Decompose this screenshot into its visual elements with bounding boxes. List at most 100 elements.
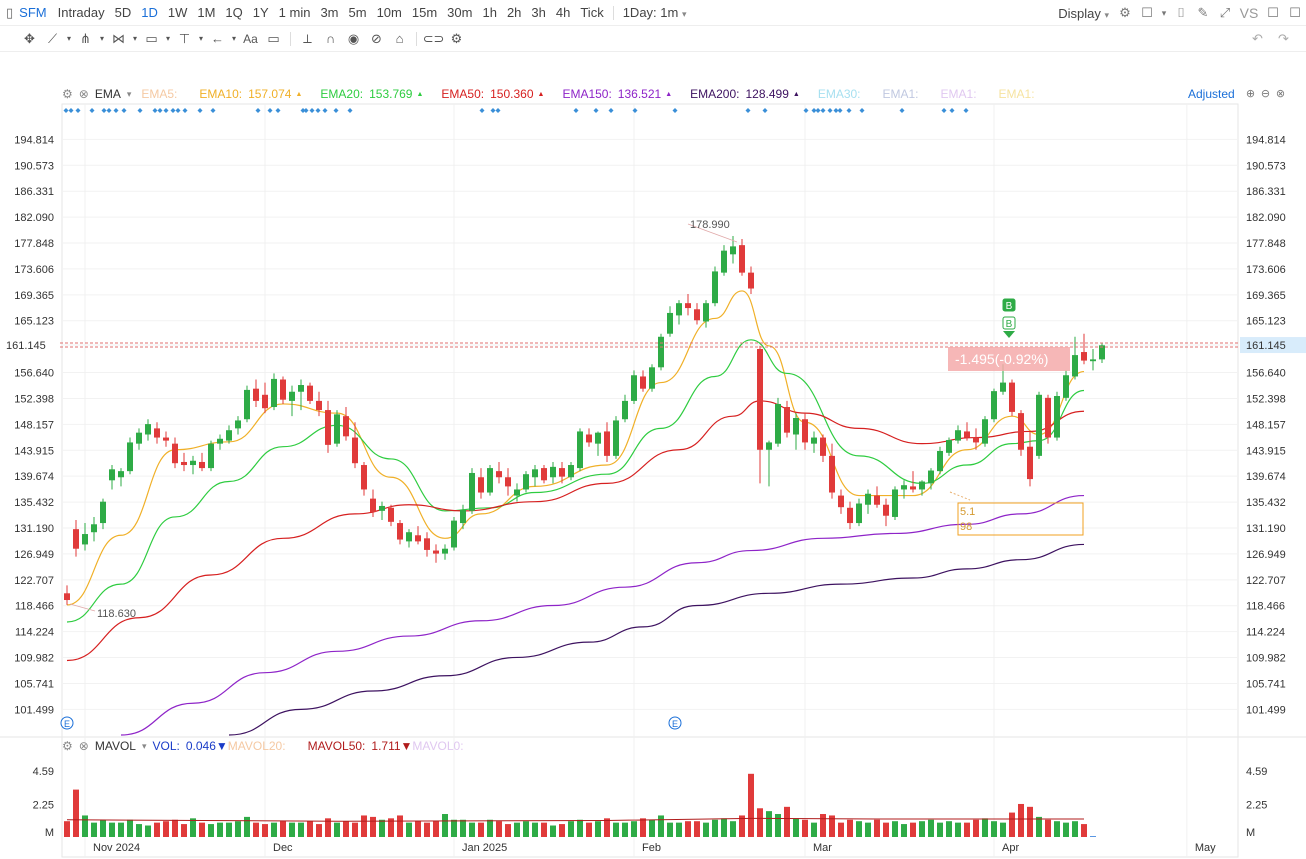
y-tick-label: 186.331 — [14, 186, 54, 198]
timeframe-10m[interactable]: 10m — [376, 5, 402, 20]
volume-bar — [100, 819, 106, 837]
price-chart[interactable]: 194.814 190.573 186.331 182.090 177.848 173.6… — [0, 52, 1306, 859]
timeframe-1q[interactable]: 1Q — [225, 5, 243, 20]
volume-bar — [1009, 812, 1015, 837]
candle-body — [1081, 352, 1087, 361]
chevron-down-icon[interactable]: ▾ — [141, 740, 147, 751]
pitchfork-icon[interactable]: ⋔ — [80, 30, 91, 46]
trash-icon[interactable]: ⌂ — [395, 31, 404, 46]
redo-icon[interactable]: ↷ — [1278, 30, 1289, 46]
timeframe-1m[interactable]: 1M — [197, 5, 216, 20]
text-icon[interactable]: Aa — [243, 31, 258, 46]
timeframe-1-min[interactable]: 1 min — [278, 5, 311, 20]
chevron-down-icon[interactable]: ▾ — [126, 88, 132, 99]
pattern-icon[interactable]: ⋈ — [112, 30, 125, 46]
candle-body — [163, 437, 169, 441]
interval-select[interactable]: 1Day: 1m ▾ — [618, 5, 692, 20]
x-tick-label: Nov 2024 — [93, 842, 140, 854]
fullscreen-icon[interactable]: ⤢ — [1219, 5, 1231, 20]
symbol-label[interactable]: SFM — [19, 5, 47, 20]
gear-icon[interactable]: ⚙ — [62, 739, 73, 753]
timeframe-intraday[interactable]: Intraday — [57, 5, 105, 20]
earnings-marker[interactable] — [668, 716, 682, 730]
volume-indicator-name[interactable]: MAVOL — [94, 739, 136, 753]
vs-button[interactable]: VS — [1239, 5, 1259, 21]
crosshair-icon[interactable]: ✥ — [24, 30, 35, 46]
timeframe-2h[interactable]: 2h — [506, 5, 522, 20]
link-icon[interactable]: ⊂⊃ — [422, 30, 445, 46]
indicator-name[interactable]: EMA — [94, 87, 121, 101]
gear-icon[interactable]: ⚙ — [62, 87, 73, 101]
square-icon[interactable]: ☐ — [1141, 5, 1153, 20]
event-dot-icon — [152, 108, 158, 113]
low-leader-line — [69, 603, 96, 612]
eye-icon[interactable]: ◉ — [347, 30, 360, 46]
settings-icon[interactable]: ⚙ — [450, 30, 463, 46]
candle-body — [370, 498, 376, 513]
gear-icon[interactable]: ⚙ — [1119, 5, 1131, 20]
buy-signal-badge[interactable] — [1002, 298, 1016, 312]
timeframe-3m[interactable]: 3m — [320, 5, 339, 20]
window-icon[interactable]: ☐ — [1289, 5, 1301, 20]
volume-bar — [649, 819, 655, 837]
timeframe-1w[interactable]: 1W — [167, 5, 188, 20]
measure-box[interactable] — [957, 502, 1084, 536]
box-leader-line — [949, 491, 971, 501]
candle-body — [568, 465, 574, 478]
close-icon[interactable]: ⊗ — [78, 739, 89, 753]
earnings-marker[interactable] — [60, 716, 74, 730]
close-icon[interactable]: ⊗ — [78, 87, 89, 101]
y-tick-label: 105.741 — [1246, 678, 1286, 690]
volume-bar — [289, 822, 295, 837]
chevron-down-icon[interactable]: ▾ — [231, 34, 236, 43]
current-price-label: 161.145 — [6, 340, 46, 352]
buy-signal-label: B — [1006, 301, 1013, 312]
rectangle-icon[interactable]: ▭ — [145, 30, 158, 46]
timeframe-1d[interactable]: 1D — [141, 5, 158, 20]
hide-icon[interactable]: ⊘ — [371, 30, 382, 46]
adjusted-label[interactable]: Adjusted — [1188, 87, 1235, 101]
chevron-down-icon[interactable]: ▾ — [99, 34, 104, 43]
timeframe-5m[interactable]: 5m — [348, 5, 367, 20]
undo-icon[interactable]: ↶ — [1252, 30, 1263, 46]
layout-icon[interactable]: ▯ — [6, 4, 14, 20]
ruler-icon[interactable]: ⟂ — [303, 30, 312, 46]
plus-icon[interactable]: ⊕ — [1245, 88, 1256, 100]
chevron-down-icon[interactable]: ▾ — [66, 34, 71, 43]
volume-bar — [397, 815, 403, 837]
timeframe-tick[interactable]: Tick — [580, 5, 604, 20]
chevron-down-icon[interactable]: ▾ — [165, 34, 170, 43]
minus-icon[interactable]: ⊖ — [1260, 88, 1271, 100]
chevron-down-icon[interactable]: ▾ — [198, 34, 203, 43]
timeframe-3h[interactable]: 3h — [531, 5, 546, 20]
y-tick-label: 186.331 — [1246, 186, 1286, 198]
signal-arrow-icon — [1003, 331, 1015, 338]
buy-signal-badge[interactable] — [1002, 316, 1016, 330]
timeframe-1y[interactable]: 1Y — [252, 5, 269, 20]
event-dot-icon — [963, 108, 969, 113]
candle-body — [784, 407, 790, 433]
volume-bar — [820, 814, 826, 837]
volume-tick-label: 2.25 — [1246, 800, 1267, 812]
timeframe-4h[interactable]: 4h — [555, 5, 571, 20]
book-icon[interactable]: ☐ — [1267, 5, 1279, 20]
timeframe-5d[interactable]: 5D — [114, 5, 132, 20]
close-icon[interactable]: ⊗ — [1275, 88, 1286, 100]
candle-body — [298, 385, 304, 392]
arrow-icon[interactable]: ← — [211, 31, 224, 46]
trend-line-icon[interactable]: ⟋ — [47, 30, 58, 46]
camera-icon[interactable]: ⌷ — [1177, 5, 1185, 20]
display-menu[interactable]: Display ▾ — [1053, 6, 1114, 21]
note-icon[interactable]: ▭ — [267, 30, 280, 46]
chevron-down-icon[interactable]: ▾ — [1161, 7, 1167, 18]
timeframe-15m[interactable]: 15m — [411, 5, 438, 20]
timeframe-30m[interactable]: 30m — [447, 5, 473, 20]
chevron-down-icon[interactable]: ▾ — [132, 34, 137, 43]
timeframe-1h[interactable]: 1h — [482, 5, 497, 20]
volume-bar — [271, 822, 277, 837]
pencil-icon[interactable]: ✎ — [1197, 5, 1209, 20]
measure-icon[interactable]: ⊤ — [178, 30, 191, 46]
y-tick-label: 173.606 — [1246, 264, 1286, 276]
legend-label: MAVOL0: — [412, 739, 464, 753]
magnet-icon[interactable]: ∩ — [325, 31, 336, 46]
